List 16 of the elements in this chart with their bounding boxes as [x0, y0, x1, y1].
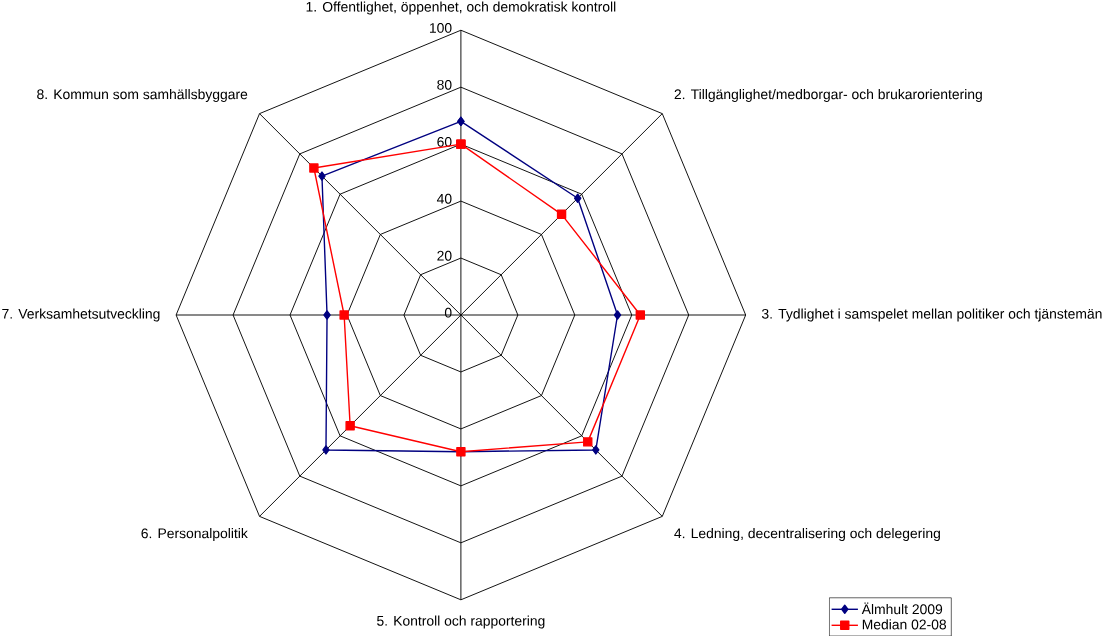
spoke-label: 1. Offentlighet, öppenhet, och demokratisk kontroll — [306, 1, 616, 15]
legend-label: Median 02-08 — [862, 619, 947, 630]
spoke-label: 5. Kontroll och rapportering — [377, 615, 545, 629]
y-tick-label: 60 — [437, 136, 452, 147]
y-tick-label: 0 — [444, 307, 452, 318]
y-tick-label: 80 — [437, 79, 452, 90]
y-tick-label: 40 — [436, 193, 452, 204]
spoke-label: 8. Kommun som samhällsbyggare — [37, 88, 248, 102]
spoke-label: 4. Ledning, decentralisering och delegering — [674, 527, 940, 541]
spoke-label: 2. Tillgänglighet/medborgar- och brukarorientering — [674, 88, 982, 102]
y-tick-label: 100 — [429, 22, 452, 33]
spoke-label: 3. Tydlighet i samspelet mellan politiker och tjänstemän — [761, 308, 1102, 322]
spoke-label: 7. Verksamhetsutveckling — [2, 308, 160, 322]
legend-label: Älmhult 2009 — [861, 602, 943, 615]
y-tick-label: 20 — [437, 250, 452, 261]
spoke-label: 6. Personalpolitik — [141, 527, 248, 541]
